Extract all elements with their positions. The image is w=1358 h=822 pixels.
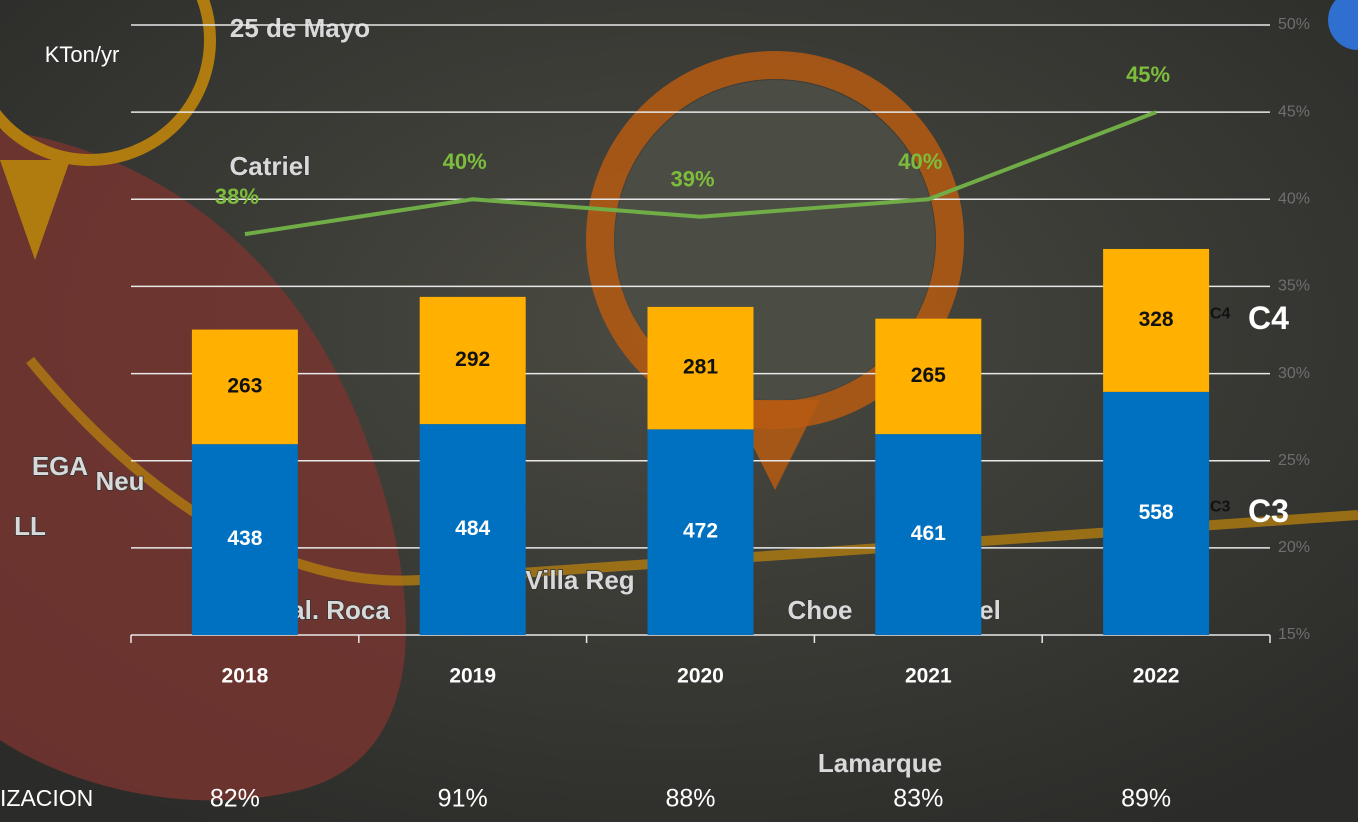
map-label: Lamarque — [818, 748, 942, 778]
data-label: 263 — [227, 374, 262, 397]
data-label: 484 — [455, 517, 490, 540]
data-label: 472 — [683, 520, 718, 543]
map-label: LL — [14, 511, 46, 541]
x-tick-label: 2018 — [222, 665, 269, 688]
map-label: al. Roca — [290, 595, 390, 625]
legend-label: C3 — [1210, 499, 1231, 516]
data-label: 438 — [227, 527, 262, 550]
row-value: 91% — [438, 785, 488, 813]
chart: 25 de Mayo Catriel Lamarque al. Roca Villa R… — [0, 0, 1358, 822]
data-label: 461 — [911, 522, 946, 545]
legend-label: C3 — [1248, 493, 1289, 529]
x-tick-label: 2019 — [449, 665, 496, 688]
map-label: EGA — [32, 451, 89, 481]
map-label: Choe — [788, 595, 853, 625]
y2-tick-label: 20% — [1278, 539, 1310, 556]
legend-label: C4 — [1248, 300, 1289, 336]
row-value: 82% — [210, 785, 260, 813]
line-label: 40% — [443, 149, 487, 174]
line-label: 38% — [215, 184, 259, 209]
y2-tick-label: 15% — [1278, 626, 1310, 643]
y2-tick-label: 45% — [1278, 103, 1310, 120]
y2-tick-label: 30% — [1278, 365, 1310, 382]
line-label: 39% — [670, 167, 714, 192]
row-value: 88% — [665, 785, 715, 813]
line-label: 40% — [898, 149, 942, 174]
row-value: 83% — [893, 785, 943, 813]
x-tick-label: 2022 — [1133, 665, 1180, 688]
map-label: Catriel — [230, 151, 311, 181]
map-label: Villa Reg — [525, 565, 634, 595]
data-label: 265 — [911, 364, 946, 387]
x-tick-label: 2020 — [677, 665, 724, 688]
map-label: el — [979, 595, 1001, 625]
y2-tick-label: 25% — [1278, 452, 1310, 469]
row-value: 89% — [1121, 785, 1171, 813]
row-label: IZACION — [0, 785, 93, 811]
data-label: 281 — [683, 356, 718, 379]
map-label: 25 de Mayo — [230, 13, 370, 43]
data-label: 558 — [1139, 501, 1174, 524]
y2-tick-label: 40% — [1278, 191, 1310, 208]
y2-tick-label: 50% — [1278, 16, 1310, 33]
x-tick-label: 2021 — [905, 665, 952, 688]
y-axis-label: KTon/yr — [45, 42, 120, 67]
y2-tick-label: 35% — [1278, 278, 1310, 295]
line-label: 45% — [1126, 62, 1170, 87]
legend-label: C4 — [1210, 306, 1231, 323]
map-label: Neu — [95, 466, 144, 496]
data-label: 328 — [1139, 308, 1174, 331]
data-label: 292 — [455, 348, 490, 371]
